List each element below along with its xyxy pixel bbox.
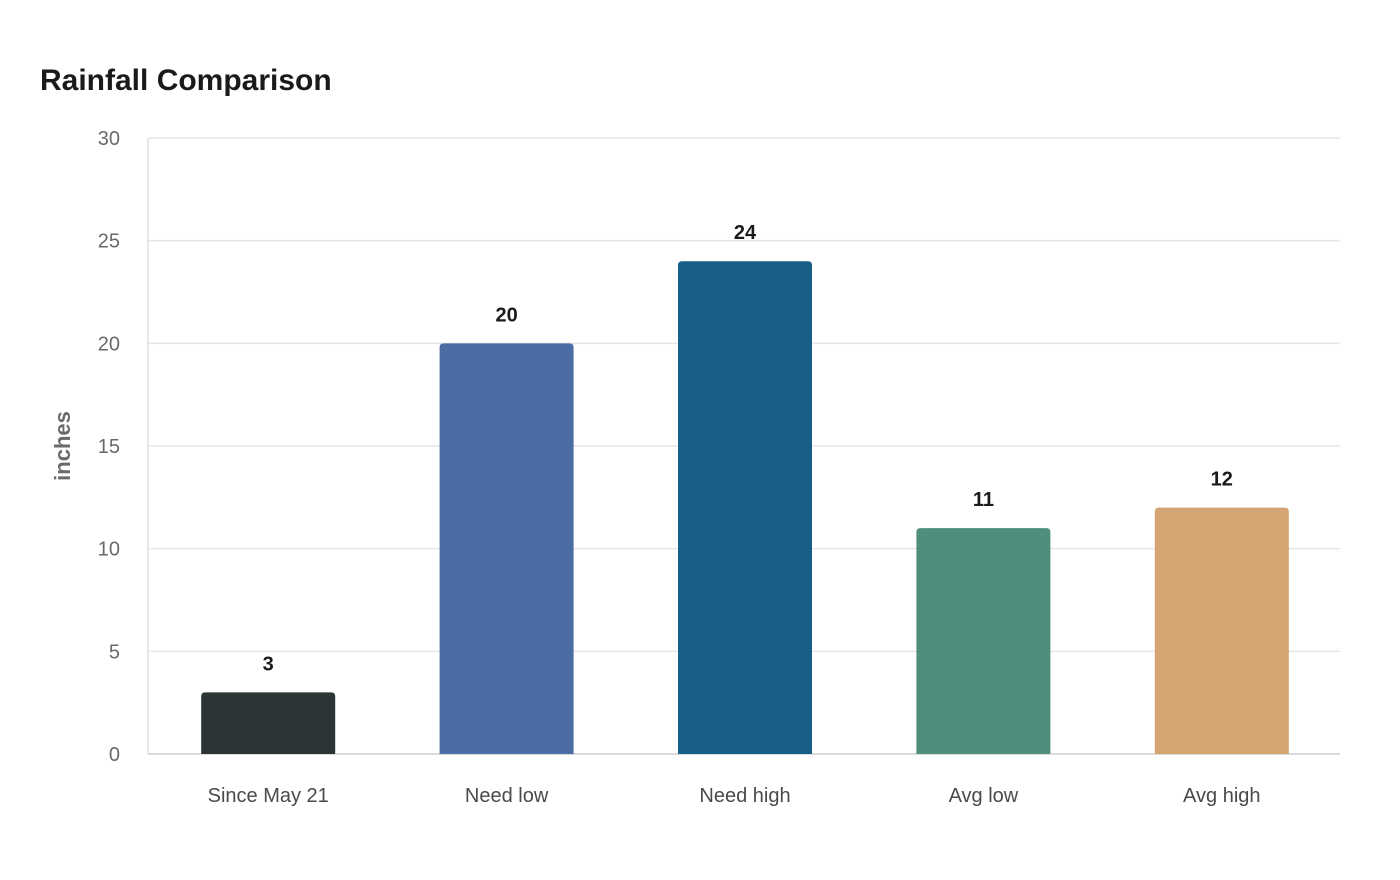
x-tick-label: Avg high	[1183, 785, 1260, 807]
tick-labels: 0 5 10 15 20 25 30 Since May 21 Need low Need hig…	[98, 128, 1261, 807]
bar-since-may-21	[201, 692, 336, 754]
y-tick-label: 10	[98, 539, 120, 561]
bar-avg-high	[1154, 507, 1289, 754]
bar-avg-low	[916, 528, 1051, 754]
x-tick-label: Need low	[465, 785, 549, 807]
x-tick-label: Avg low	[949, 785, 1019, 807]
x-tick-label: Since May 21	[208, 785, 329, 807]
bars	[201, 261, 1289, 754]
y-axis-label: inches	[50, 411, 75, 481]
y-tick-label: 0	[109, 744, 120, 766]
bar-need-low	[439, 343, 574, 754]
data-label: 11	[973, 489, 994, 511]
data-label: 12	[1211, 469, 1233, 491]
data-labels: 3 20 24 11 12	[263, 222, 1233, 675]
chart-title: Rainfall Comparison	[40, 64, 332, 97]
bar-need-high	[678, 261, 812, 754]
y-tick-label: 5	[109, 641, 120, 663]
data-label: 3	[263, 653, 274, 675]
x-tick-label: Need high	[699, 785, 790, 807]
y-tick-label: 20	[98, 333, 120, 355]
y-tick-label: 25	[98, 231, 120, 253]
data-label: 20	[495, 304, 517, 326]
data-label: 24	[734, 222, 757, 244]
y-tick-label: 15	[98, 436, 120, 458]
y-tick-label: 30	[98, 128, 120, 150]
